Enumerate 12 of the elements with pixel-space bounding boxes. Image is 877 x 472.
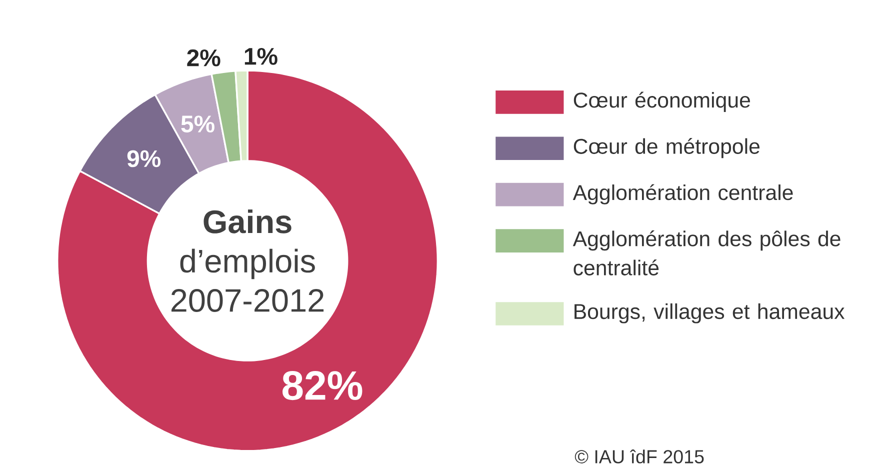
legend-label: Agglomération centrale — [572, 184, 793, 204]
legend-label: Bourgs, villages et hameaux — [574, 303, 845, 324]
data-label: 1% — [244, 48, 278, 65]
text: © IAU îdF 2015 — [574, 450, 704, 464]
data-label: 82% — [282, 371, 362, 400]
data-label: 5% — [181, 116, 214, 133]
data-label: 9% — [127, 150, 161, 168]
text: Gains d’emplois 2007-2012 — [171, 210, 324, 312]
legend-label: Cœur de métropole — [574, 138, 760, 158]
legend-label: Cœur économique — [574, 92, 750, 112]
legend-label: Agglomération des pôles de centralité — [572, 230, 840, 276]
data-label: 2% — [187, 49, 220, 66]
